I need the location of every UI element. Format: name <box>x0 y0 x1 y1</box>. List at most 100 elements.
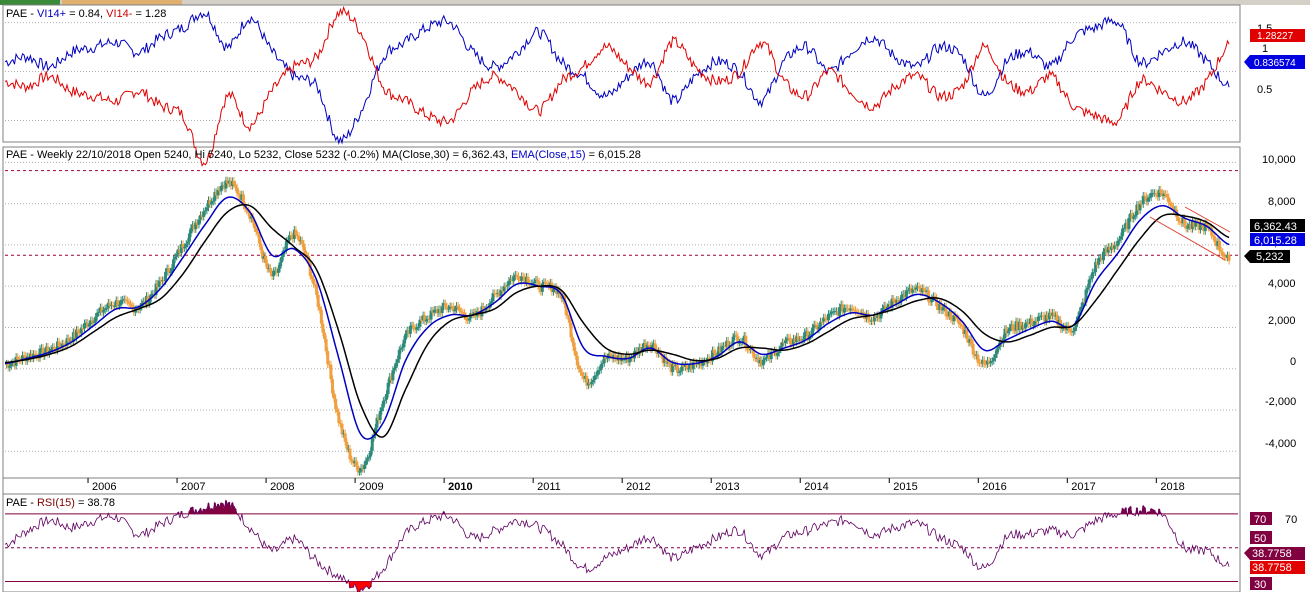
price-candle-body <box>194 222 198 230</box>
price-candle-body <box>763 357 767 360</box>
price-candle-body <box>1051 312 1055 316</box>
price-candle-body <box>510 278 514 282</box>
price-candle-body <box>114 300 118 306</box>
price-candle-body <box>523 276 527 283</box>
price-candle-body <box>1135 204 1139 216</box>
price-candle-body <box>367 456 371 459</box>
price-candle-body <box>46 346 50 354</box>
price-candle-body <box>420 319 424 321</box>
price-candle-body <box>1097 258 1101 265</box>
price-candle-body <box>744 335 748 348</box>
price-candle-body <box>784 340 788 344</box>
price-candle-body <box>747 349 751 351</box>
price-candle-body <box>985 360 989 365</box>
price-candle-body <box>353 460 357 464</box>
price-candle-body <box>768 353 772 360</box>
price-candle-body <box>1081 302 1085 307</box>
price-candle-body <box>497 292 501 297</box>
rsi-badge-a: 38.7758 <box>1252 548 1292 560</box>
price-candle-body <box>1218 240 1222 251</box>
price-candle-body <box>329 364 333 380</box>
price-candle-body <box>405 330 409 334</box>
price-candle-body <box>416 326 420 328</box>
price-candle-body <box>356 465 360 472</box>
price-candle-body <box>1144 196 1148 202</box>
price-candle-body <box>362 465 366 469</box>
price-candle-body <box>722 345 726 347</box>
price-candle-body <box>1116 240 1120 247</box>
rsi-badge-b: 38.7758 <box>1252 562 1292 574</box>
price-candle-body <box>930 298 934 303</box>
price-candle-body <box>714 352 718 356</box>
price-candle-body <box>232 180 236 185</box>
window-tab-1[interactable] <box>0 0 60 5</box>
price-candle-body <box>447 308 451 310</box>
price-candle-body <box>612 354 616 359</box>
price-candle-body <box>663 357 667 364</box>
price-candle-body <box>882 305 886 309</box>
price-candle-body <box>1030 318 1034 326</box>
price-candle-body <box>318 307 322 310</box>
price-candle-body <box>779 346 783 350</box>
price-candle-body <box>712 350 716 353</box>
price-candle-body <box>1014 321 1018 331</box>
price-candle-body <box>952 315 956 322</box>
price-candle-body <box>494 293 498 295</box>
price-candle-body <box>933 296 937 298</box>
price-candle-body <box>97 311 101 313</box>
vi-minus-badge-bg <box>1250 29 1305 42</box>
price-candle-body <box>968 339 972 343</box>
price-candle-body <box>631 357 635 359</box>
price-candle-body <box>846 308 850 310</box>
price-candle-body <box>653 343 657 350</box>
price-ytick-4000: 4,000 <box>1268 278 1296 290</box>
price-candle-body <box>256 231 260 234</box>
price-candle-body <box>270 272 274 277</box>
price-candle-body <box>892 298 896 302</box>
price-candle-body <box>261 250 265 259</box>
price-candle-body <box>1211 235 1215 237</box>
price-candle-body <box>1043 316 1047 322</box>
price-candle-body <box>531 283 535 285</box>
trend-channel-lower[interactable] <box>1149 216 1226 261</box>
price-candle-body <box>970 339 974 345</box>
price-candle-body <box>955 317 959 319</box>
price-candle-body <box>440 306 444 314</box>
ema-badge-bg <box>1250 233 1305 246</box>
price-candle-body <box>408 325 412 334</box>
rsi-panel-frame <box>2 493 1241 592</box>
price-candle-body <box>1060 327 1064 330</box>
price-candle-body <box>842 308 846 313</box>
price-candle-body <box>602 356 606 364</box>
price-candle-body <box>990 360 994 362</box>
price-candle-body <box>1036 316 1040 322</box>
price-candle-body <box>486 307 490 309</box>
price-candle-body <box>1149 192 1153 198</box>
price-candle-body <box>54 350 58 352</box>
price-candle-body <box>210 201 214 205</box>
price-candle-body <box>1227 255 1231 261</box>
price-candle-body <box>119 300 123 305</box>
price-candle-body <box>400 347 404 349</box>
price-candle-body <box>987 360 991 364</box>
price-candle-body <box>311 278 315 284</box>
price-candle-body <box>264 255 268 264</box>
price-candle-body <box>502 286 506 292</box>
price-candle-body <box>345 441 349 449</box>
price-candle-body <box>168 271 172 273</box>
price-candle-body <box>448 306 452 309</box>
price-candle-body <box>68 340 72 342</box>
trend-channel-upper[interactable] <box>1184 206 1231 233</box>
price-candle-body <box>197 219 201 225</box>
window-tab-2[interactable] <box>62 0 182 5</box>
price-candle-body <box>94 316 98 322</box>
price-candle-body <box>324 338 328 352</box>
price-candle-body <box>677 371 681 373</box>
price-candle-body <box>343 433 347 442</box>
price-ytick-2000: 2,000 <box>1268 315 1296 327</box>
price-candle-body <box>1136 204 1140 211</box>
price-candle-body <box>834 311 838 313</box>
price-candle-body <box>125 300 129 302</box>
price-candle-body <box>1198 223 1202 230</box>
